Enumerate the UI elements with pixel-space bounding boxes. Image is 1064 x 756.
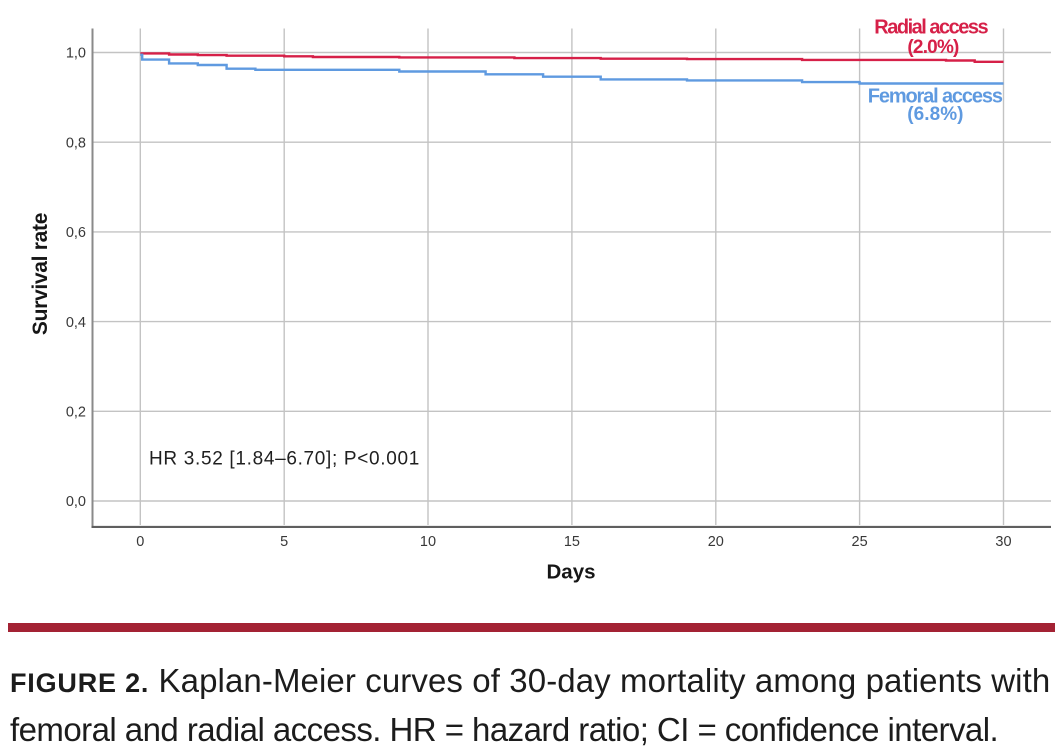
svg-text:30: 30 [995, 534, 1011, 550]
svg-text:0,6: 0,6 [66, 225, 86, 241]
svg-text:Days: Days [546, 560, 595, 583]
svg-text:Survival rate: Survival rate [29, 213, 52, 335]
svg-text:0: 0 [136, 534, 144, 550]
svg-text:Femoral access: Femoral access [868, 86, 1003, 108]
svg-text:Radial access: Radial access [874, 17, 988, 39]
svg-text:25: 25 [852, 534, 868, 550]
svg-text:(6.8%): (6.8%) [907, 104, 963, 125]
svg-text:20: 20 [708, 534, 724, 550]
svg-text:0,2: 0,2 [66, 405, 86, 421]
svg-text:0,8: 0,8 [66, 135, 86, 151]
svg-text:0,4: 0,4 [66, 315, 86, 331]
svg-text:15: 15 [564, 534, 580, 550]
svg-text:10: 10 [420, 534, 436, 550]
svg-text:5: 5 [280, 534, 288, 550]
svg-text:(2.0%): (2.0%) [907, 37, 959, 58]
svg-text:1,0: 1,0 [66, 46, 86, 62]
svg-text:HR 3.52 [1.84–6.70]; P<0.001: HR 3.52 [1.84–6.70]; P<0.001 [149, 449, 420, 470]
svg-text:0,0: 0,0 [66, 494, 86, 510]
